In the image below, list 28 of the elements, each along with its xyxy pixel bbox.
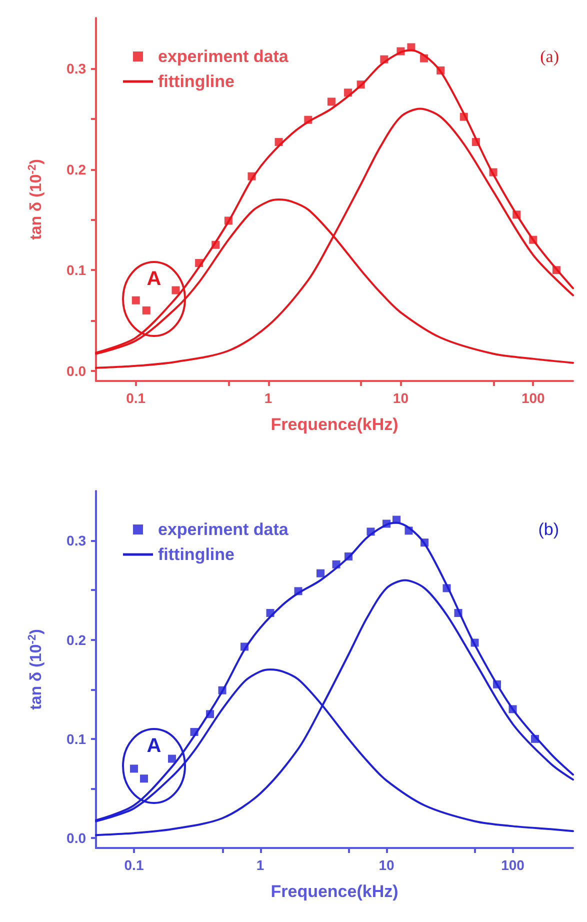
x-tick-label: 1 bbox=[256, 857, 264, 873]
y-tick-label: 0.3 bbox=[66, 532, 86, 549]
y-tick-label: 0.0 bbox=[66, 830, 86, 846]
legend-label: fittingline bbox=[158, 545, 234, 564]
annotation: A bbox=[146, 735, 162, 757]
legend-label: experiment data bbox=[158, 520, 289, 539]
x-tick-label: 10 bbox=[392, 390, 409, 406]
y-tick-label: 0.1 bbox=[66, 730, 86, 747]
annotation: (a) bbox=[540, 47, 560, 66]
y-tick-label: 0.2 bbox=[66, 632, 86, 648]
legend-label: experiment data bbox=[158, 47, 289, 66]
y-tick-label: 0.3 bbox=[66, 60, 86, 76]
y-tick-label: 0.0 bbox=[66, 362, 86, 379]
annotation: A bbox=[146, 268, 162, 290]
legend-label: fittingline bbox=[158, 72, 234, 91]
y-tick-label: 0.2 bbox=[66, 161, 86, 178]
y-tick-label: 0.1 bbox=[66, 262, 86, 278]
x-tick-label: 0.1 bbox=[124, 857, 144, 873]
x-axis-title: Frequence(kHz) bbox=[270, 882, 398, 901]
y-axis-title: tan δ (10-2) bbox=[26, 629, 45, 710]
x-tick-label: 0.1 bbox=[126, 390, 146, 406]
annotation: (b) bbox=[538, 520, 560, 539]
x-axis-title: Frequence(kHz) bbox=[270, 415, 398, 434]
y-axis-title: tan δ (10-2) bbox=[26, 159, 45, 240]
x-tick-label: 10 bbox=[378, 857, 395, 873]
x-tick-label: 100 bbox=[501, 857, 525, 873]
x-tick-label: 100 bbox=[521, 390, 546, 406]
x-tick-label: 1 bbox=[264, 390, 272, 406]
